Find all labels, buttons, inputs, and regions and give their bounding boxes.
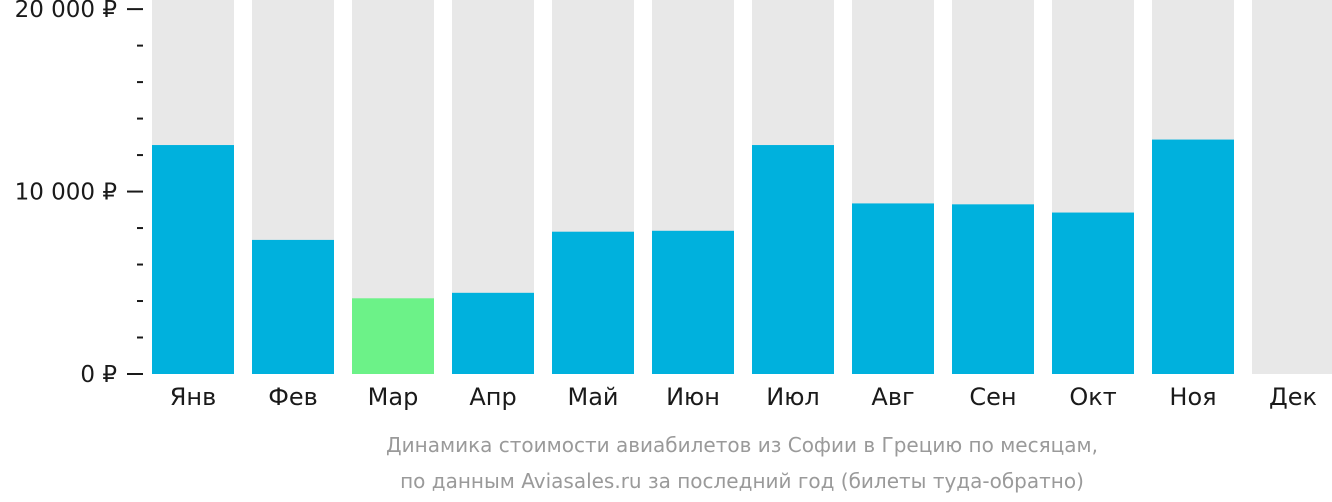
y-axis: 0 ₽ 10 000 ₽ 20 000 ₽ [15,0,143,388]
x-tick-label: Май [567,383,618,411]
bars [152,139,1234,374]
bar-6 [652,230,734,374]
y-tick-label: 10 000 ₽ [15,180,117,206]
x-tick-label: Сен [969,383,1016,411]
x-tick-label: Дек [1269,383,1317,411]
x-tick-label: Ноя [1169,383,1216,411]
x-tick-label: Окт [1069,383,1116,411]
x-tick-label: Апр [469,383,516,411]
bar-3 [352,298,434,374]
x-tick-label: Июл [766,383,820,411]
x-tick-label: Фев [268,383,318,411]
bar-4 [452,292,534,374]
x-tick-label: Авг [871,383,914,411]
bar-7 [752,145,834,374]
x-tick-label: Янв [170,383,217,411]
bar-2 [252,239,334,374]
bar-9 [952,204,1034,374]
x-tick-label: Июн [666,383,720,411]
bar-10 [1052,212,1134,374]
bar-1 [152,145,234,374]
caption-line-2: по данным Aviasales.ru за последний год … [400,469,1084,493]
y-tick-label: 0 ₽ [80,362,117,388]
caption-line-1: Динамика стоимости авиабилетов из Софии … [386,433,1098,457]
x-tick-label: Мар [368,383,419,411]
bar-11 [1152,139,1234,374]
y-tick-label: 20 000 ₽ [15,0,117,23]
bar-5 [552,231,634,374]
bar-8 [852,203,934,374]
background-bar [1252,0,1332,374]
x-axis-labels: Янв Фев Мар Апр Май Июн Июл Авг Сен Окт Ноя Дек [170,383,1317,411]
